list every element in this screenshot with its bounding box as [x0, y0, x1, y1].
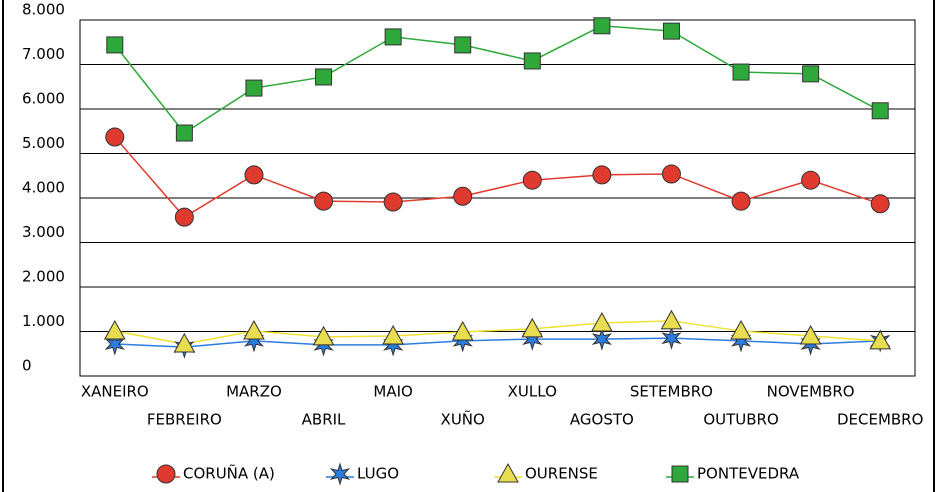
point [799, 324, 822, 345]
point [802, 65, 820, 83]
y-tick-label: 2.000 [22, 268, 65, 286]
point [730, 320, 752, 340]
point [383, 192, 403, 212]
point [869, 329, 892, 350]
legend-label: LUGO [357, 465, 399, 483]
legend-marker [671, 465, 689, 483]
x-tick-label: XUÑO [441, 410, 485, 429]
point [521, 317, 544, 338]
y-tick-label: 6.000 [22, 90, 65, 108]
point [106, 36, 124, 54]
legend-marker [329, 462, 351, 486]
point [801, 170, 821, 190]
x-tick-label: MAIO [373, 383, 412, 401]
point [312, 325, 335, 346]
x-tick-label: ABRIL [302, 411, 346, 429]
series-line [114, 320, 881, 345]
point [243, 320, 265, 340]
x-tick-label: AGOSTO [570, 411, 634, 429]
point [245, 79, 263, 97]
point [453, 186, 473, 206]
point [593, 17, 611, 35]
point [522, 170, 542, 190]
point [175, 124, 193, 142]
x-tick-label: NOVEMBRO [767, 383, 855, 401]
series-line [114, 337, 881, 348]
y-tick-label: 7.000 [22, 45, 65, 63]
plot-frame [79, 19, 916, 377]
y-tick-label: 1.000 [22, 312, 65, 330]
point [452, 329, 473, 353]
point [732, 63, 750, 81]
legend-label: PONTEVEDRA [697, 465, 800, 483]
legend-marker [156, 464, 176, 484]
point [661, 326, 682, 350]
point [454, 36, 472, 54]
point [173, 332, 196, 353]
point [384, 28, 402, 46]
point [315, 68, 333, 86]
legend-label: CORUÑA (A) [183, 464, 275, 483]
x-tick-label: OUTUBRO [703, 411, 778, 429]
x-tick-label: DECEMBRO [837, 411, 923, 429]
point [661, 164, 681, 184]
point [591, 327, 612, 351]
point [103, 320, 126, 340]
point [870, 194, 890, 214]
series-line [114, 25, 881, 135]
series-line [114, 136, 881, 219]
legend-marker [497, 462, 519, 483]
y-tick-label: 8.000 [22, 1, 65, 19]
point [174, 207, 194, 227]
point [451, 320, 474, 341]
y-tick-label: 0 [22, 357, 32, 375]
point [591, 312, 613, 332]
y-tick-label: 4.000 [22, 179, 65, 197]
point [662, 22, 680, 40]
x-tick-label: MARZO [226, 383, 282, 401]
x-tick-label: SETEMBRO [630, 383, 713, 401]
point [383, 333, 404, 357]
point [660, 309, 683, 330]
point [382, 324, 404, 345]
x-tick-label: XULLO [508, 383, 557, 401]
point [244, 165, 264, 185]
point [105, 127, 125, 147]
x-tick-label: XANEIRO [81, 383, 149, 401]
y-tick-label: 3.000 [22, 223, 65, 241]
x-tick-label: FEBREIRO [147, 411, 222, 429]
point [523, 52, 541, 70]
point [871, 102, 889, 120]
point [731, 191, 751, 211]
legend-label: OURENSE [525, 465, 598, 483]
point [314, 191, 334, 211]
y-tick-label: 5.000 [22, 134, 65, 152]
point [592, 165, 612, 185]
